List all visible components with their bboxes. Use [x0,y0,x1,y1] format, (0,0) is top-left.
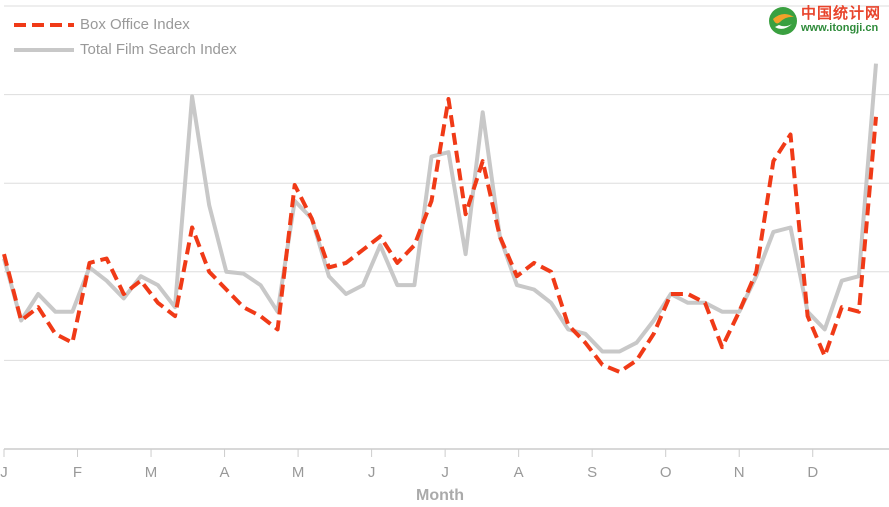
x-tick-label: M [145,464,158,481]
watermark-logo: 中国统计网 www.itongji.cn [768,6,881,36]
x-tick-label: N [734,464,745,481]
globe-logo-icon [768,7,797,35]
x-tick-label: J [368,464,376,481]
x-tick-label: A [514,464,524,481]
series-line-film-search[interactable] [2,63,878,354]
x-axis-title: Month [416,487,464,504]
x-tick-label: O [660,464,672,481]
x-tick-label: F [73,464,82,481]
x-tick-label: D [807,464,818,481]
legend-swatch-dashed [14,22,74,27]
watermark-url: www.itongji.cn [800,22,879,34]
series-line-box-office[interactable] [2,97,878,374]
x-tick-label: J [0,464,8,481]
x-tick-label: J [441,464,449,481]
legend: Box Office Index Total Film Search Index [14,12,237,62]
x-tick-label: S [587,464,597,481]
legend-label: Box Office Index [80,16,190,33]
legend-item-film-search[interactable]: Total Film Search Index [14,37,237,62]
series-lines [2,63,878,374]
gridlines [4,5,889,450]
legend-item-box-office[interactable]: Box Office Index [14,12,237,37]
watermark-chinese-name: 中国统计网 [800,4,881,22]
legend-label: Total Film Search Index [80,41,237,58]
x-tick-label: M [292,464,305,481]
legend-swatch-solid [14,47,74,52]
x-tick-label: A [220,464,230,481]
